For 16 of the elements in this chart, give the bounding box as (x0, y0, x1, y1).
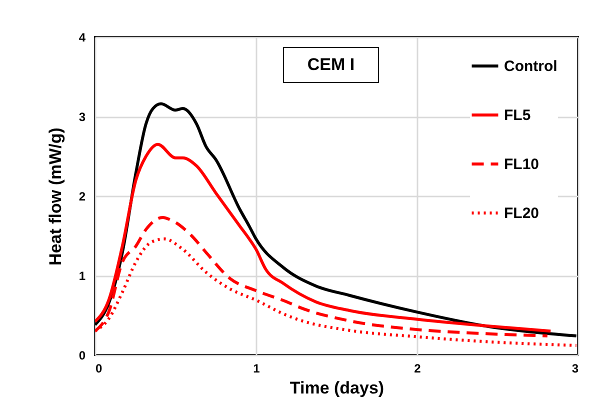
legend-label: FL10 (504, 156, 540, 173)
legend-label: FL5 (504, 107, 531, 124)
x-axis-title: Time (days) (290, 378, 384, 398)
x-tick-label: 0 (96, 362, 102, 376)
y-tick-label: 3 (78, 110, 86, 124)
y-tick-label: 2 (78, 190, 86, 204)
y-axis-title: Heat flow (mW/g) (46, 128, 65, 266)
y-tick-label: 1 (78, 269, 86, 283)
y-tick-label: 4 (78, 30, 86, 44)
x-tick-label: 3 (572, 362, 579, 376)
legend-label: Control (504, 58, 558, 75)
annotation: CEM I (283, 47, 379, 83)
x-tick-label: 1 (253, 362, 260, 376)
y-tick-label: 0 (78, 348, 86, 362)
legend-label: FL20 (504, 205, 540, 222)
x-tick-label: 2 (414, 362, 422, 376)
